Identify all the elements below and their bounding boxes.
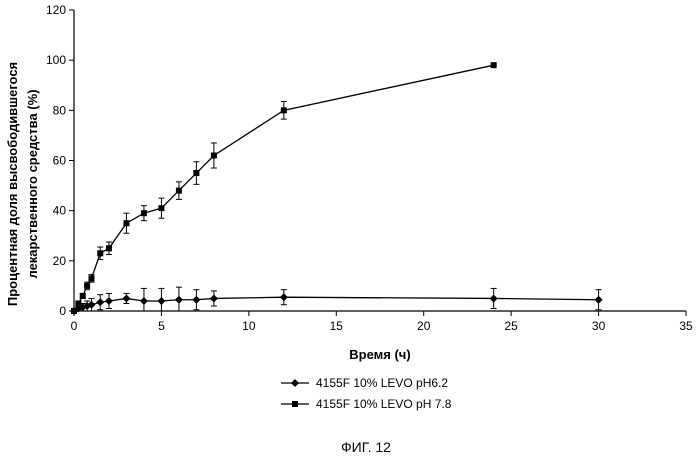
data-point — [122, 294, 130, 302]
y-tick-label: 120 — [46, 3, 66, 17]
axes — [74, 10, 686, 311]
data-point — [175, 296, 183, 304]
x-tick-label: 10 — [242, 319, 256, 333]
y-tick-label: 80 — [53, 103, 67, 117]
x-tick-label: 5 — [158, 319, 165, 333]
data-point — [490, 294, 498, 302]
data-point — [71, 308, 77, 314]
x-tick-label: 15 — [330, 319, 344, 333]
data-point — [193, 170, 199, 176]
data-point — [211, 152, 217, 158]
data-point — [105, 297, 113, 305]
series-layer — [70, 62, 603, 315]
figure-caption: ФИГ. 12 — [341, 439, 391, 455]
x-tick-label: 20 — [417, 319, 431, 333]
y-tick-label: 20 — [53, 254, 67, 268]
y-tick-label: 100 — [46, 53, 66, 67]
data-point — [210, 294, 218, 302]
data-point — [491, 62, 497, 68]
data-point — [75, 300, 81, 306]
legend-label-ph62: 4155F 10% LEVO pH6.2 — [316, 376, 448, 390]
data-point — [84, 283, 90, 289]
y-ticks: 0 20 40 60 80 100 120 — [46, 3, 74, 318]
series-ph78 — [71, 62, 497, 314]
y-axis-title-line-1: Процентная доля высвободившегося — [5, 62, 20, 306]
data-point — [595, 296, 603, 304]
data-point — [106, 245, 112, 251]
series-line — [74, 297, 599, 311]
data-point — [157, 297, 165, 305]
x-tick-label: 35 — [679, 319, 693, 333]
y-axis-title-line-2: лекарственного средства (%) — [25, 89, 40, 278]
x-tick-label: 30 — [592, 319, 606, 333]
data-point — [88, 275, 94, 281]
data-point — [176, 188, 182, 194]
x-tick-label: 0 — [71, 319, 78, 333]
x-tick-label: 25 — [504, 319, 518, 333]
data-point — [158, 205, 164, 211]
legend-item-ph62: 4155F 10% LEVO pH6.2 — [281, 376, 448, 390]
data-point — [281, 107, 287, 113]
legend: 4155F 10% LEVO pH6.2 4155F 10% LEVO pH 7… — [281, 376, 452, 411]
data-point — [280, 293, 288, 301]
data-point — [123, 220, 129, 226]
data-point — [96, 298, 104, 306]
data-point — [192, 296, 200, 304]
legend-label-ph78: 4155F 10% LEVO pH 7.8 — [316, 397, 452, 411]
data-point — [140, 297, 148, 305]
legend-item-ph78: 4155F 10% LEVO pH 7.8 — [281, 397, 452, 411]
x-ticks: 0 5 10 15 20 25 30 35 — [71, 311, 693, 333]
y-tick-label: 0 — [59, 304, 66, 318]
y-tick-label: 60 — [53, 154, 67, 168]
x-axis-title: Время (ч) — [349, 347, 410, 362]
data-point — [141, 210, 147, 216]
y-tick-label: 40 — [53, 204, 67, 218]
data-point — [80, 293, 86, 299]
data-point — [97, 250, 103, 256]
